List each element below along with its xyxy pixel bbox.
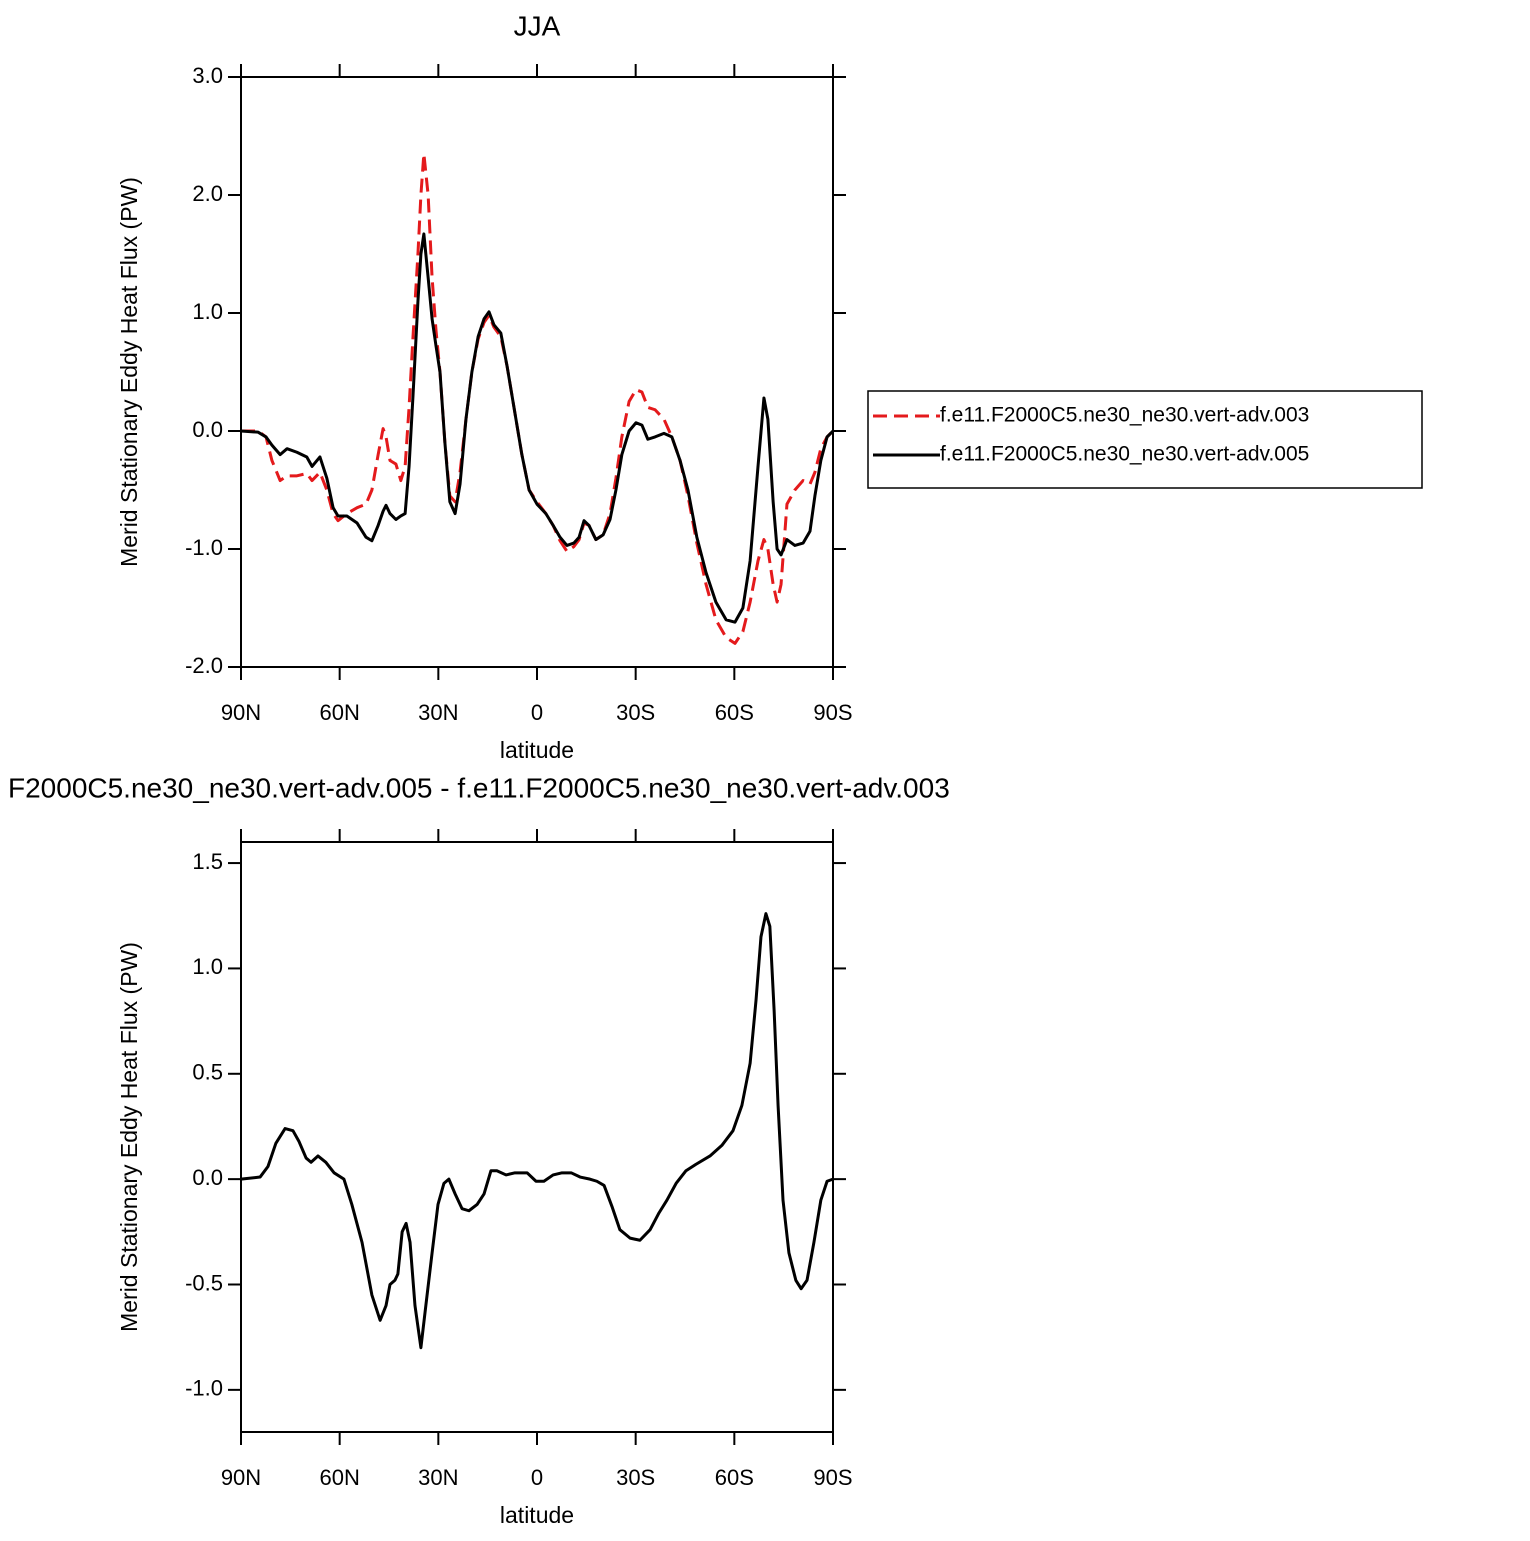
legend-label: f.e11.F2000C5.ne30_ne30.vert-adv.005 <box>940 443 1309 466</box>
y-tick-label: 0.0 <box>192 417 223 442</box>
x-tick-label: 0 <box>531 1465 543 1490</box>
plot-frame <box>240 841 834 1433</box>
y-axis-title: Merid Stationary Eddy Heat Flux (PW) <box>116 942 142 1332</box>
chart-title: F2000C5.ne30_ne30.vert-adv.005 - f.e11.F… <box>8 772 950 803</box>
x-tick-label: 30S <box>616 1465 655 1490</box>
x-tick-label: 60S <box>715 700 754 725</box>
y-tick-label: 2.0 <box>192 181 223 206</box>
x-tick-label: 90S <box>813 1465 852 1490</box>
y-tick-label: 3.0 <box>192 63 223 88</box>
x-tick-label: 0 <box>531 700 543 725</box>
x-tick-label: 60S <box>715 1465 754 1490</box>
y-tick-label: -0.5 <box>185 1270 223 1295</box>
y-tick-label: -2.0 <box>185 653 223 678</box>
x-tick-label: 30S <box>616 700 655 725</box>
y-tick-label: 1.0 <box>192 299 223 324</box>
x-tick-label: 90N <box>221 1465 261 1490</box>
series-line <box>241 152 835 645</box>
y-tick-label: -1.0 <box>185 1376 223 1401</box>
x-tick-label: 30N <box>418 1465 458 1490</box>
x-axis-title: latitude <box>500 1502 574 1528</box>
x-axis-title: latitude <box>500 737 574 763</box>
legend-label: f.e11.F2000C5.ne30_ne30.vert-adv.003 <box>940 404 1309 427</box>
y-tick-label: 1.5 <box>192 849 223 874</box>
chart-title: JJA <box>514 10 561 41</box>
legend-box <box>867 390 1423 489</box>
y-axis-title: Merid Stationary Eddy Heat Flux (PW) <box>116 177 142 567</box>
y-tick-label: 1.0 <box>192 954 223 979</box>
y-tick-label: -1.0 <box>185 535 223 560</box>
x-tick-label: 30N <box>418 700 458 725</box>
series-line <box>240 232 835 624</box>
series-line <box>240 912 834 1350</box>
x-tick-label: 60N <box>319 700 359 725</box>
y-tick-label: 0.0 <box>192 1165 223 1190</box>
plot-frame <box>240 76 834 668</box>
x-tick-label: 90S <box>813 700 852 725</box>
x-tick-label: 90N <box>221 700 261 725</box>
y-tick-label: 0.5 <box>192 1060 223 1085</box>
x-tick-label: 60N <box>319 1465 359 1490</box>
